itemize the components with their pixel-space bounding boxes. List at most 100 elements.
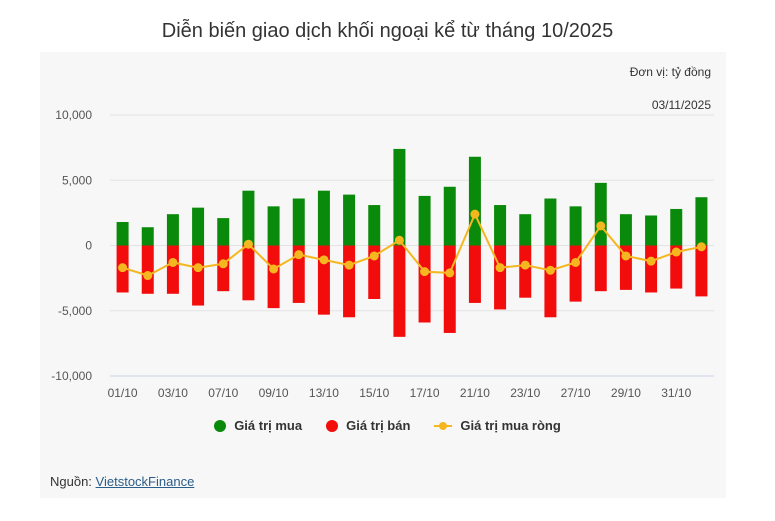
sell-bar <box>418 245 431 323</box>
sell-bar <box>292 245 305 303</box>
x-tick-label: 23/10 <box>510 386 540 400</box>
net-point <box>445 268 455 278</box>
buy-bar <box>695 197 708 246</box>
sell-bar <box>242 245 255 301</box>
net-point <box>243 239 253 249</box>
net-point <box>696 242 706 252</box>
net-point <box>621 251 631 261</box>
sell-bar <box>670 245 683 289</box>
net-point <box>671 247 681 257</box>
net-point <box>344 260 354 270</box>
x-tick-label: 01/10 <box>108 386 138 400</box>
sell-bars <box>116 245 708 337</box>
sell-bar <box>519 245 532 298</box>
net-point <box>269 264 279 274</box>
sell-bar <box>544 245 557 318</box>
legend-item-buy[interactable]: Giá trị mua <box>214 418 302 433</box>
net-point <box>168 257 178 267</box>
sell-bar <box>468 245 481 303</box>
buy-bar <box>519 214 532 246</box>
buy-bar <box>217 218 230 246</box>
net-point <box>596 221 606 231</box>
y-tick-label: 10,000 <box>55 108 92 122</box>
buy-bar <box>468 156 481 246</box>
chart-panel <box>40 52 726 498</box>
legend-item-net[interactable]: Giá trị mua ròng <box>434 418 561 433</box>
source-prefix: Nguồn: <box>50 474 96 489</box>
net-point <box>143 271 153 281</box>
legend-buy-label: Giá trị mua <box>234 418 303 433</box>
x-tick-label: 21/10 <box>460 386 490 400</box>
buy-bar <box>317 190 330 246</box>
source-link[interactable]: VietstockFinance <box>95 474 195 489</box>
y-tick-label: 5,000 <box>62 173 92 187</box>
buy-bars <box>116 148 708 246</box>
legend-net-label: Giá trị mua ròng <box>460 418 561 433</box>
x-tick-label: 15/10 <box>359 386 389 400</box>
chart-title: Diễn biến giao dịch khối ngoại kể từ thá… <box>161 20 614 42</box>
buy-bar <box>569 206 582 246</box>
buy-bar <box>393 148 406 246</box>
sell-bar <box>569 245 582 302</box>
x-tick-label: 27/10 <box>561 386 591 400</box>
net-point <box>294 250 304 260</box>
net-point <box>470 209 480 219</box>
net-line-path <box>122 211 702 277</box>
unit-label: Đơn vị: tỷ đồng <box>629 65 711 79</box>
net-point <box>218 259 228 269</box>
sell-bar <box>494 245 507 310</box>
net-point <box>369 251 379 261</box>
sell-marker-icon <box>326 419 339 432</box>
legend-sell-label: Giá trị bán <box>346 418 411 433</box>
x-tick-label: 31/10 <box>661 386 691 400</box>
net-point <box>319 255 329 265</box>
x-tick-label: 17/10 <box>410 386 440 400</box>
x-tick-label: 13/10 <box>309 386 339 400</box>
net-point <box>545 265 555 275</box>
date-label: 03/11/2025 <box>651 98 711 112</box>
net-point <box>420 267 430 277</box>
x-tick-label: 03/10 <box>158 386 188 400</box>
net-point <box>118 263 128 273</box>
sell-bar <box>645 245 658 293</box>
net-line <box>118 209 706 281</box>
buy-bar <box>141 227 154 246</box>
net-point <box>394 235 404 245</box>
buy-bar <box>594 182 607 246</box>
legend: Giá trị mua Giá trị bán Giá trị mua ròng <box>0 418 775 433</box>
buy-bar <box>443 186 456 246</box>
sell-bar <box>594 245 607 292</box>
sell-bar <box>217 245 230 292</box>
y-tick-label: -5,000 <box>58 304 92 318</box>
buy-bar <box>192 207 205 246</box>
buy-bar <box>116 222 129 246</box>
net-point <box>495 263 505 273</box>
buy-bar <box>292 198 305 246</box>
y-tick-label: -10,000 <box>51 369 92 383</box>
x-tick-label: 29/10 <box>611 386 641 400</box>
source-note: Nguồn: VietstockFinance <box>50 474 194 489</box>
sell-bar <box>192 245 205 306</box>
net-point <box>520 260 530 270</box>
sell-bar <box>695 245 708 297</box>
net-line-marker-icon <box>434 420 453 432</box>
y-tick-label: 0 <box>85 239 92 253</box>
buy-bar <box>544 198 557 246</box>
buy-bar <box>418 195 431 246</box>
buy-bar <box>267 206 280 246</box>
buy-bar <box>494 205 507 246</box>
net-point <box>646 256 656 266</box>
sell-bar <box>443 245 456 333</box>
buy-bar <box>619 214 632 246</box>
sell-bar <box>267 245 280 309</box>
legend-item-sell[interactable]: Giá trị bán <box>326 418 410 433</box>
sell-bar <box>141 245 154 294</box>
net-point <box>193 263 203 273</box>
buy-bar <box>343 194 356 246</box>
sell-bar <box>393 245 406 337</box>
x-tick-label: 09/10 <box>259 386 289 400</box>
buy-bar <box>242 190 255 246</box>
grid-layer <box>110 114 714 377</box>
buy-bar <box>645 215 658 246</box>
net-point <box>571 257 581 267</box>
